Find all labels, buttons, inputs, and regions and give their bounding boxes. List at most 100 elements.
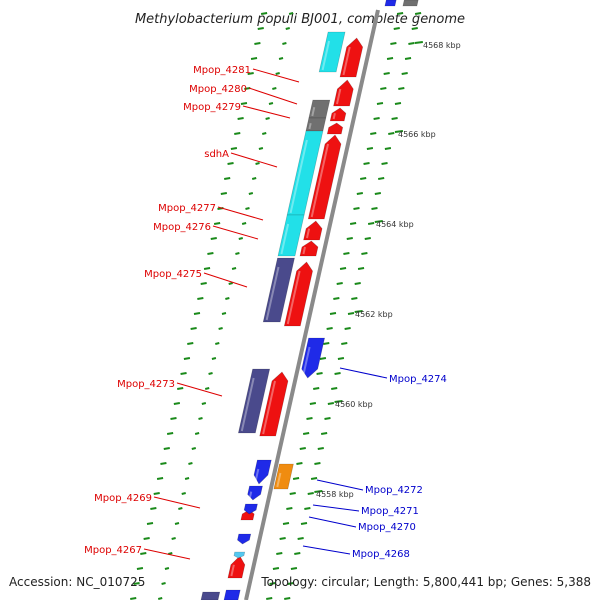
tick-mark [227,162,234,165]
tick-mark [188,462,193,465]
gene-feature-mpop-4276-highlight [302,246,306,255]
gene-label-mpop-4268[interactable]: Mpop_4268 [352,549,410,560]
tick-mark [168,552,173,555]
tick-mark [231,267,237,270]
tick-mark [203,267,211,270]
gene-label-mpop-4279[interactable]: Mpop_4279 [183,102,241,113]
tick-mark [150,507,157,510]
tick-mark [153,492,160,495]
tick-mark [333,297,340,300]
tick-mark [317,447,324,450]
tick-mark [215,342,220,345]
tick-mark [177,387,184,390]
map-title: Methylobacterium populi BJ001, complete … [135,12,465,27]
tick-mark [341,342,348,345]
connector-line [339,367,388,379]
tick-mark [393,27,400,30]
tick-mark [380,87,387,90]
gene-label-mpop-4271[interactable]: Mpop_4271 [361,506,419,517]
connector-line [248,87,298,105]
tick-mark [316,372,323,375]
tick-mark [146,522,154,525]
tick-mark [228,282,233,285]
tick-mark [361,252,368,255]
gene-feature-top-blue [384,0,397,7]
gene-feature-mpop-4277-highlight [306,228,311,239]
gene-feature-orange [273,463,294,490]
tick-mark [401,72,408,75]
gene-feature-mpop-4275-highlight [286,270,301,325]
tick-mark [224,177,231,180]
gene-label-sdha[interactable]: sdhA [204,149,229,160]
connector-line [203,272,248,288]
tick-mark [133,582,140,585]
major-tick-mark [374,220,383,223]
tick-mark [357,267,365,270]
gene-feature-cyan-2-highlight [289,139,308,214]
tick-mark [282,42,287,45]
topology-text: Topology: circular; Length: 5,800,441 bp… [260,575,591,589]
gene-feature-mpop-4280 [333,79,354,107]
gene-label-mpop-4276[interactable]: Mpop_4276 [153,222,211,233]
tick-mark [294,552,301,555]
gene-feature-mpop-4270 [243,503,258,515]
tick-mark [191,447,197,450]
gene-label-mpop-4269[interactable]: Mpop_4269 [94,493,152,504]
gene-label-mpop-4270[interactable]: Mpop_4270 [358,522,416,533]
gene-label-mpop-4277[interactable]: Mpop_4277 [158,203,216,214]
tick-mark [366,147,374,150]
gene-feature-gray-2-highlight [308,122,312,130]
tick-mark [363,162,370,165]
gene-features [200,0,419,600]
tick-mark [178,507,183,510]
tick-mark [411,27,418,30]
tick-mark [204,387,210,390]
gene-label-mpop-4267[interactable]: Mpop_4267 [84,545,142,556]
tick-mark [381,162,388,165]
tick-mark [304,507,311,510]
gene-feature-mpop-4274-highlight [302,346,311,377]
gene-label-mpop-4274[interactable]: Mpop_4274 [389,374,447,385]
gene-feature-mpop-4281 [339,37,364,78]
tick-mark [296,462,303,465]
tick-mark [320,432,328,435]
tick-mark [288,12,294,15]
gene-feature-mpop-4279-highlight [332,112,336,120]
tick-mark [373,117,380,120]
tick-mark [272,87,277,90]
tick-mark [156,477,164,480]
tick-mark [194,432,200,435]
gene-label-mpop-4281[interactable]: Mpop_4281 [193,65,251,76]
tick-mark [374,192,381,195]
gene-feature-mpop-4273 [259,371,289,437]
tick-mark [183,357,191,360]
tick-mark [356,192,363,195]
tick-mark [143,537,150,540]
gene-feature-mpop-4279 [329,107,347,122]
gene-label-mpop-4275[interactable]: Mpop_4275 [144,269,202,280]
tick-mark [284,597,291,600]
tick-mark [300,522,308,525]
tick-mark [371,207,378,210]
tick-mark [390,42,397,45]
tick-mark [174,522,180,525]
gene-feature-sdha [307,134,342,220]
gene-label-mpop-4273[interactable]: Mpop_4273 [117,379,175,390]
tick-mark [324,417,331,420]
tick-mark [184,477,190,480]
major-tick-mark [334,400,343,403]
connector-line [242,105,291,119]
tick-mark [349,222,357,225]
gene-feature-orange-highlight [276,472,282,488]
tick-mark [323,342,330,345]
tick-mark [140,552,147,555]
gene-label-mpop-4272[interactable]: Mpop_4272 [365,485,423,496]
tick-mark [327,402,335,405]
tick-mark [173,402,181,405]
tick-mark [334,372,341,375]
gene-label-mpop-4280[interactable]: Mpop_4280 [189,84,247,95]
tick-mark [276,552,283,555]
tick-mark [404,57,412,60]
gene-feature-mpop-4271 [247,485,263,501]
